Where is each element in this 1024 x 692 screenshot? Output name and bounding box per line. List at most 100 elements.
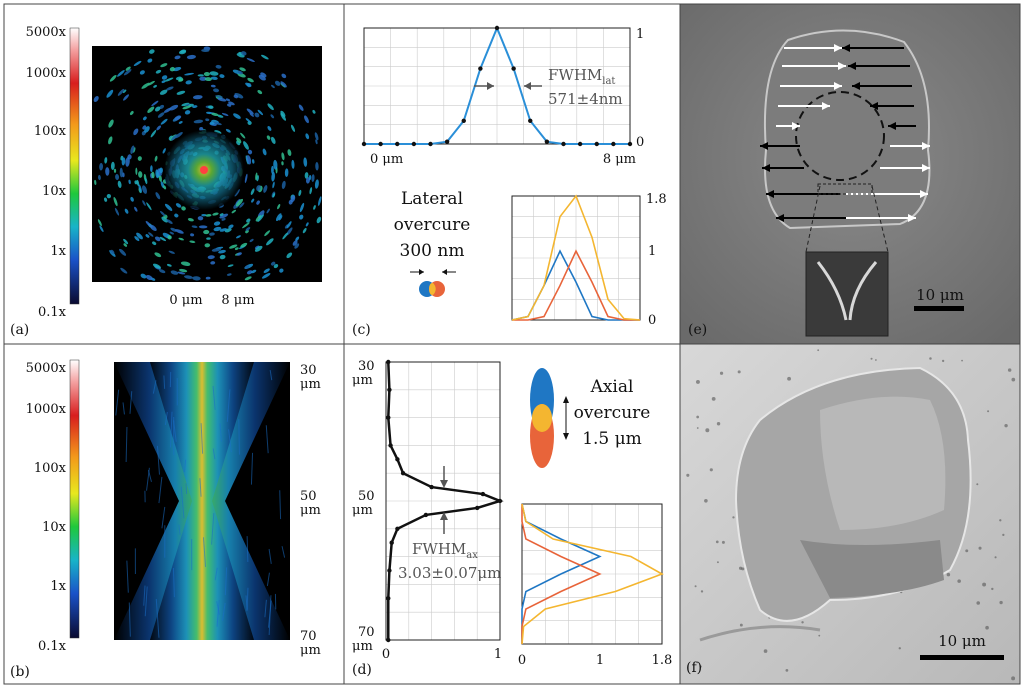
speckle — [191, 225, 198, 228]
speckle — [135, 167, 138, 175]
streak — [125, 426, 128, 463]
panel-e: 10 μm (e) — [679, 3, 1021, 345]
speckle — [275, 213, 282, 222]
speckle — [217, 97, 227, 102]
lateral-profile-grid — [364, 28, 630, 144]
lateral-profile-point — [428, 141, 433, 147]
particle — [737, 370, 741, 374]
panel-b-depth-2: 70 — [300, 629, 317, 644]
speckle — [119, 167, 123, 178]
speckle — [272, 181, 275, 189]
arrow-white-head — [908, 214, 916, 222]
colorbar-b-tick-3: 10x — [42, 520, 67, 535]
speckle — [104, 157, 108, 164]
sem-scale-label-e: 10 μm — [916, 286, 964, 304]
arrow-black-head — [776, 214, 784, 222]
lateral-profile-point — [395, 141, 400, 147]
speckle — [205, 118, 210, 122]
sem-scale-bar-f — [920, 655, 1004, 660]
lateral-profile-point — [627, 141, 633, 147]
speckle — [261, 54, 269, 60]
speckle — [270, 114, 275, 119]
axial-profile-point — [395, 526, 400, 531]
speckle — [242, 222, 250, 229]
speckle — [178, 237, 184, 241]
speckle — [255, 215, 262, 222]
particle — [787, 376, 792, 381]
lateral-profile-point — [444, 139, 450, 144]
arrow-black-head — [848, 62, 856, 70]
arrow-black-head — [762, 164, 770, 172]
particle — [1011, 676, 1016, 681]
lateral-profile-point — [361, 141, 367, 147]
speckle — [184, 110, 191, 115]
speckle — [161, 75, 168, 80]
speckle — [104, 197, 108, 202]
speckle — [183, 275, 193, 279]
speckle — [154, 252, 162, 258]
speckle — [212, 212, 219, 216]
streak — [212, 385, 216, 410]
axial-ytick-0: 30 — [358, 359, 375, 374]
speckle — [219, 228, 227, 232]
speckle — [185, 80, 192, 85]
speckle — [155, 236, 161, 242]
speckle — [282, 232, 289, 240]
speckle — [119, 248, 127, 256]
particle — [957, 579, 961, 583]
speckle — [161, 216, 169, 223]
speckle — [178, 50, 187, 55]
speckle — [229, 244, 238, 249]
speckle — [295, 236, 300, 242]
streak — [169, 411, 173, 448]
axial-profile-point — [429, 484, 434, 490]
speckle — [210, 76, 218, 80]
speckle — [123, 243, 128, 247]
speckle — [287, 149, 292, 156]
panel-c: 1 0 0 μm 8 μm FWHMlat 571±4nm Lateral ov… — [352, 25, 667, 338]
speckle — [98, 174, 101, 181]
axial-inset-series-1 — [521, 504, 602, 644]
streak — [185, 483, 188, 495]
speckle — [160, 211, 166, 217]
speckle — [121, 157, 126, 166]
lateral-xtick-0: 0 μm — [370, 152, 403, 167]
particle — [985, 625, 989, 630]
speckle — [305, 133, 310, 140]
lateral-overcure-line-0: Lateral — [401, 189, 463, 209]
speckle — [273, 264, 279, 269]
speckle — [298, 104, 304, 111]
streak — [266, 572, 270, 587]
lateral-overcure-line-2: 300 nm — [400, 241, 465, 261]
speckle — [186, 54, 196, 60]
arrow-white-head — [920, 190, 928, 198]
speckle — [192, 105, 198, 109]
axial-profile-point — [480, 491, 486, 497]
axial-profile-point — [475, 505, 480, 511]
speckle — [130, 196, 134, 202]
streak — [269, 369, 273, 381]
streak — [246, 536, 249, 562]
particle — [965, 549, 969, 553]
speckle — [244, 276, 252, 281]
lateral-profile-point — [478, 66, 483, 71]
speckle — [204, 77, 212, 82]
panel-b: 5000x 1000x 100x 10x 1x 0.1x 30 μm 50 μm… — [10, 359, 321, 680]
speckle — [113, 196, 118, 207]
particle — [705, 428, 710, 433]
speckle — [234, 92, 244, 99]
speckle — [117, 70, 125, 77]
speckle — [152, 241, 157, 246]
panel-b-depth-1-unit: μm — [300, 503, 321, 518]
speckle — [255, 172, 258, 181]
panel-f-label: (f) — [686, 660, 702, 676]
speckle — [144, 126, 150, 133]
speckle — [169, 104, 179, 111]
axial-profile-point — [387, 568, 392, 573]
speckle — [221, 112, 229, 117]
streak — [158, 476, 163, 504]
lateral-profile-point — [461, 118, 466, 124]
panel-a: 5000x 1000x 100x 10x 1x 0.1x 0 μm 8 μm (… — [10, 25, 322, 338]
speckle — [164, 203, 173, 211]
